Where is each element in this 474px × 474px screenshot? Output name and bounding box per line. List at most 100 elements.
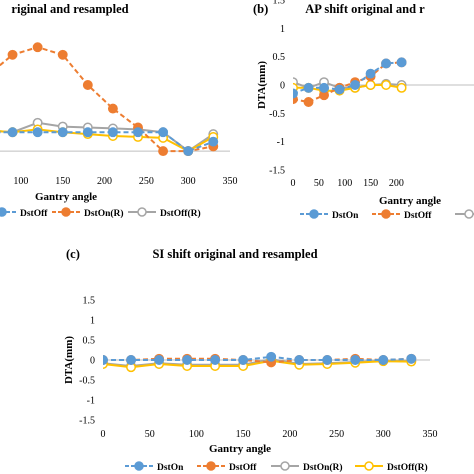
data-point [182,355,193,365]
x-tick-label: 0 [291,178,296,189]
data-point [322,355,333,365]
x-tick-label: 350 [223,176,238,187]
data-point [396,82,407,93]
y-tick-label: 0 [90,356,95,367]
x-tick-label: 50 [314,178,324,189]
legend-label: DstOn [157,463,184,473]
legend-swatch-marker [0,207,7,217]
series-line [0,121,214,153]
x-tick-label: 50 [145,429,155,440]
chart-title: AP shift original and r [305,2,425,16]
series-line [0,131,214,153]
series-group [293,57,407,107]
data-point [378,355,389,365]
data-point [32,42,43,53]
x-tick-label: 250 [139,176,154,187]
legend-swatch-marker [280,461,290,471]
x-tick-label: 200 [282,429,297,440]
chart-panel-c: (c) SI shift original and resampled 1.5 1 0.… [63,247,438,473]
y-tick-label: 1 [280,24,285,35]
x-tick-label: 150 [55,176,70,187]
legend-label: DstOn(R) [84,208,124,219]
data-point [334,84,345,95]
data-point [293,88,298,99]
panel-letter: (c) [66,247,80,261]
data-point [350,355,361,365]
legend-swatch-marker [137,207,147,217]
x-axis-label: Gantry angle [35,191,97,203]
data-point [303,82,314,93]
y-axis-label: DTA(mm) [256,61,268,109]
data-point [57,127,68,138]
y-tick-label: -0.5 [79,376,95,387]
legend-label: DstOff(R) [160,208,201,219]
data-point [7,127,18,138]
series-line [0,128,214,153]
legend-swatch-marker [134,461,144,471]
data-point [396,57,407,68]
data-point [107,103,118,114]
data-point [183,146,194,157]
data-point [365,80,376,90]
data-point [57,49,68,60]
legend-swatch-marker [206,461,216,471]
x-axis-label: Gantry angle [209,443,271,455]
data-point [208,136,219,147]
x-tick-label: 150 [236,429,251,440]
data-point [381,58,392,69]
legend-label: DstOff [404,211,432,221]
chart-panel-b: (b) AP shift original and r 1.5 1 0.5 0 -0.5 -1… [253,0,474,221]
legend-label: DstOff [229,463,257,473]
data-point [107,127,118,138]
data-point [294,355,305,365]
x-tick-label: 0 [101,429,106,440]
chart-title: riginal and resampled [11,2,128,16]
legend-label: DstOff(R) [387,462,428,473]
data-point [158,127,169,138]
y-tick-label: 1.5 [273,0,286,7]
legend-label: DstOn [332,211,359,221]
x-tick-label: 100 [13,176,28,187]
data-point [210,355,221,365]
data-point [365,68,376,79]
y-tick-label: 0.5 [273,52,286,63]
series-group [103,351,417,373]
data-point [154,355,165,365]
legend-label: DstOn(R) [303,462,343,473]
x-tick-label: 300 [376,429,391,440]
legend-swatch-marker [381,209,391,219]
x-tick-label: 150 [363,178,378,189]
y-axis-label: DTA(mm) [63,336,75,384]
x-tick-label: 100 [337,178,352,189]
data-point [319,82,329,93]
chart-panel-a: riginal and resampled 100 150 200 250 300 350 G… [0,2,238,219]
y-tick-label: -1.5 [269,166,285,177]
y-tick-label: 0.5 [83,336,96,347]
data-point [7,49,18,60]
series-group [0,42,219,157]
legend-swatch-marker [309,209,319,219]
data-point [406,353,417,364]
y-tick-label: -1.5 [79,416,95,427]
y-tick-label: -0.5 [269,109,285,120]
data-point [381,80,392,90]
data-point [32,127,43,138]
x-tick-label: 250 [329,429,344,440]
data-point [238,355,249,365]
legend-label: DstOff [20,209,48,219]
data-point [158,146,169,157]
x-tick-label: 100 [189,429,204,440]
x-tick-label: 200 [97,176,112,187]
data-point [266,351,277,362]
y-tick-label: 1.5 [83,296,96,307]
x-axis-label: Gantry angle [379,195,441,207]
data-point [126,355,136,365]
panel-letter: (b) [253,2,268,16]
data-point [82,127,93,138]
x-tick-label: 200 [389,178,404,189]
data-point [82,80,93,90]
data-point [303,97,314,107]
legend-swatch-marker [464,209,474,219]
y-tick-label: -1 [87,396,95,407]
